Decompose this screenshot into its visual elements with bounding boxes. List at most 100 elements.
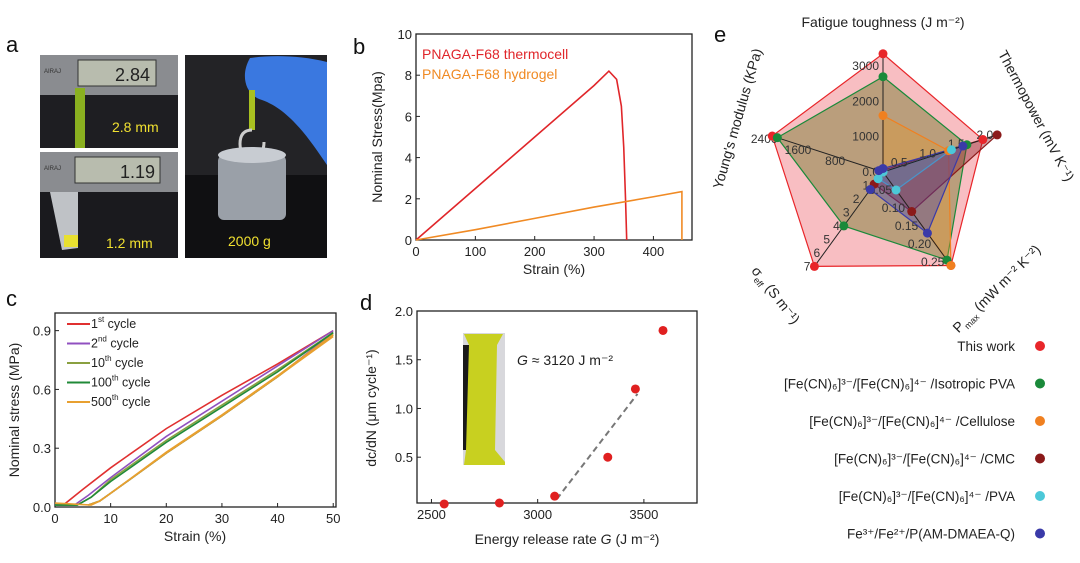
x-tick-label: 30 — [215, 511, 229, 526]
inset-photo-specimen — [463, 333, 505, 465]
x-tick-label: 0 — [412, 244, 419, 259]
y-tick-label: 2.0 — [395, 304, 413, 319]
legend-num: 10 — [91, 356, 105, 370]
legend-entry: 500th cycle — [91, 393, 151, 409]
legend-num: 2 — [91, 337, 98, 351]
x-axis-label: Strain (%) — [164, 528, 226, 544]
legend-sup: th — [112, 374, 119, 383]
series-line-cycle-1 — [55, 329, 334, 506]
x-tick-label: 400 — [643, 244, 665, 259]
legend-entry: Fe³⁺/Fe²⁺/P(AM-DMAEA-Q) — [847, 527, 1015, 542]
series-line-hydrogel — [415, 190, 683, 241]
photo-caliper-thin: 1.19 AIRAJ 1.2 mm — [40, 152, 178, 258]
y-tick-label: 2 — [405, 192, 412, 207]
legend-marker — [1035, 491, 1045, 501]
legend-entry: 10th cycle — [91, 354, 144, 370]
x-axis-label: Energy release rate G (J m⁻²) — [475, 531, 660, 547]
radar-point — [874, 166, 884, 176]
legend-marker — [1035, 416, 1045, 426]
radar-point — [878, 111, 888, 121]
radar-tick-label: 0.25 — [921, 255, 945, 269]
legend-sup: nd — [98, 335, 107, 344]
radar-axis — [768, 134, 884, 173]
legend-text: cycle — [112, 356, 144, 370]
radar-axis-title-pmax: Pmax (mW m⁻² K⁻²) — [949, 241, 1045, 337]
x-tick-label: 2500 — [417, 507, 446, 522]
legend-entry: PNAGA-F68 hydrogel — [422, 66, 557, 82]
radar-tick-label: 5 — [823, 232, 830, 246]
y-tick-label: 1.5 — [395, 353, 413, 368]
legend-text: cycle — [119, 376, 151, 390]
caliper-reading: 1.19 — [120, 162, 155, 182]
data-point — [550, 491, 560, 501]
radar-tick-label: 0.5 — [891, 156, 908, 170]
legend-marker — [1035, 341, 1045, 351]
y-tick-label: 0.6 — [33, 382, 51, 397]
radar-tick-label: 1600 — [785, 143, 812, 157]
legend-entry: 100th cycle — [91, 374, 151, 390]
caliper-brand: AIRAJ — [44, 166, 61, 172]
data-point — [494, 498, 504, 508]
radar-point — [873, 174, 883, 184]
annotation-value: ≈ 3120 J m⁻² — [528, 352, 613, 368]
radar-tick-label: 1 — [863, 178, 870, 192]
plot-frame — [416, 310, 698, 504]
legend-entry: [Fe(CN)₆]³⁻/[Fe(CN)₆]⁴⁻ /Cellulose — [809, 414, 1015, 429]
radar-point — [907, 207, 917, 217]
y-tick-label: 0.0 — [33, 500, 51, 515]
legend-text: cycle — [104, 317, 136, 331]
series-unload-cycle-500 — [88, 335, 334, 506]
radar-point — [958, 141, 968, 151]
legend-entry: [Fe(CN)₆]³⁻/[Fe(CN)₆]⁴⁻ /CMC — [834, 452, 1015, 467]
radar-point — [772, 133, 782, 143]
radar-tick-label: 7 — [804, 259, 811, 273]
radar-point — [891, 185, 901, 195]
radar-tick-label: 800 — [825, 154, 845, 168]
radar-tick-label: 4 — [833, 219, 840, 233]
legend-text: cycle — [107, 337, 139, 351]
radar-tick-label: 0.10 — [882, 201, 906, 215]
radar-point — [839, 221, 849, 231]
legend-entry: 1st cycle — [91, 315, 136, 331]
caliper-brand: AIRAJ — [44, 69, 61, 75]
chart-b: 0 100 200 300 400 0 2 4 6 8 10 PNAGA-F68 thermocell… — [369, 27, 693, 277]
plot-frame — [54, 312, 337, 508]
radar-point — [978, 135, 988, 145]
annotation-var: G — [517, 352, 528, 368]
radar-point — [922, 228, 932, 238]
legend-marker — [1035, 528, 1045, 539]
legend-entry: 2nd cycle — [91, 335, 139, 351]
y-tick-label: 0.9 — [33, 324, 51, 339]
label-rest: (S m⁻¹) — [760, 278, 803, 327]
radar-point — [865, 185, 875, 195]
x-axis-label: Strain (%) — [523, 261, 585, 277]
x-tick-label: 300 — [583, 244, 605, 259]
x-tick-label: 0 — [51, 511, 58, 526]
weight-caption: 2000 g — [228, 233, 271, 249]
radar-tick-label: 0.15 — [895, 219, 919, 233]
radar-axis — [882, 134, 998, 173]
radar-point — [992, 130, 1002, 140]
legend-entry: PNAGA-F68 thermocell — [422, 46, 568, 62]
x-tick-label: 20 — [159, 511, 173, 526]
x-tick-label: 10 — [103, 511, 117, 526]
radar-point — [946, 260, 956, 270]
series-line-thermocell — [415, 69, 628, 241]
x-tick-label: 100 — [465, 244, 487, 259]
panel-label-a: a — [6, 32, 19, 57]
legend-sup: th — [105, 354, 112, 363]
radar-axis-title-thermopower: Thermopower (mV K⁻¹) — [995, 48, 1078, 184]
y-tick-label: 8 — [405, 68, 412, 83]
fit-line — [555, 393, 639, 500]
legend-marker — [1035, 378, 1045, 389]
radar-point — [946, 145, 956, 155]
annotation-g-threshold: G ≈ 3120 J m⁻² — [517, 352, 613, 368]
label-rest: (mW m⁻² K⁻²) — [968, 241, 1044, 317]
legend-sup: th — [112, 393, 119, 402]
radar-axis-title-sigma-eff: σeff (S m⁻¹) — [746, 263, 803, 329]
legend-text: cycle — [119, 395, 151, 409]
x-axis-label-post: (J m⁻²) — [612, 531, 660, 547]
y-tick-label: 0 — [405, 233, 412, 248]
